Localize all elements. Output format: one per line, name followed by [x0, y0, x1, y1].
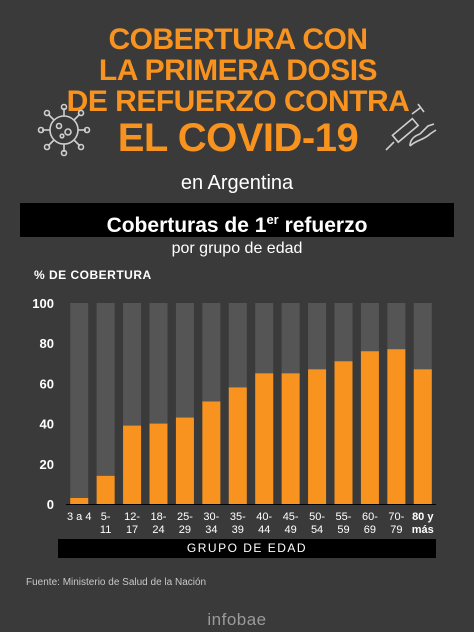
brand-logo: infobae	[207, 610, 267, 629]
x-tick-label: 60-	[362, 511, 378, 523]
bar	[308, 369, 327, 504]
y-tick-label: 0	[47, 497, 54, 512]
y-tick-label: 80	[40, 336, 54, 351]
bar	[70, 497, 89, 504]
x-tick-label: 11	[100, 524, 111, 536]
x-tick-label: más	[412, 524, 434, 536]
bar	[149, 423, 168, 504]
subtitle: en Argentina	[180, 172, 294, 194]
source-note: Fuente: Ministerio de Salud de la Nación	[26, 577, 207, 588]
y-axis-label: % DE COBERTURA	[34, 268, 152, 282]
x-tick-label: 35-	[230, 511, 246, 523]
byage-label: por grupo de edad	[171, 240, 303, 257]
bar	[334, 361, 353, 504]
x-tick-label: 12-	[124, 511, 140, 523]
title-line-1: COBERTURA CON	[108, 23, 368, 56]
x-tick-label: 25-	[177, 511, 193, 523]
bar	[413, 369, 432, 504]
x-tick-label: 69	[364, 524, 376, 536]
virus-icon	[37, 103, 91, 157]
x-axis-label: GRUPO DE EDAD	[58, 539, 436, 558]
x-tick-label: 49	[285, 524, 297, 536]
x-tick-label: 45-	[283, 511, 299, 523]
x-tick-label: 29	[179, 524, 191, 536]
x-tick-label: 18-	[151, 511, 167, 523]
x-tick-label: 79	[390, 524, 402, 536]
x-tick-label: 34	[205, 524, 217, 536]
x-tick-label: 59	[337, 524, 349, 536]
title-line-4: EL COVID-19	[117, 116, 359, 160]
bar-track	[70, 303, 89, 504]
x-tick-label: 3 a 4	[67, 511, 91, 523]
bar-track	[96, 303, 115, 504]
banner-main: Coberturas de 1	[106, 214, 267, 237]
x-tick-label: 54	[311, 524, 323, 536]
x-tick-label: 30-	[203, 511, 219, 523]
banner-superscript: er	[266, 212, 279, 227]
x-tick-label: 80 y	[412, 511, 434, 523]
bar	[281, 373, 300, 504]
bar	[360, 351, 379, 504]
x-tick-label: 24	[152, 524, 164, 536]
y-tick-label: 60	[40, 376, 54, 391]
x-tick-label: 5-	[101, 511, 111, 523]
x-tick-label: 17	[126, 524, 138, 536]
chart-banner: Coberturas de 1er refuerzo	[20, 203, 454, 237]
bar	[228, 387, 247, 504]
bar	[387, 349, 406, 504]
x-tick-label: 39	[232, 524, 244, 536]
title-line-2: LA PRIMERA DOSIS	[98, 54, 378, 87]
bar	[123, 425, 142, 504]
y-tick-label: 20	[40, 457, 54, 472]
bar	[202, 401, 221, 504]
syringe-icon	[385, 103, 437, 151]
x-tick-label: 70-	[388, 511, 404, 523]
bar	[96, 475, 115, 504]
bar	[175, 417, 194, 504]
x-tick-label: 55-	[336, 511, 352, 523]
title-line-3: DE REFUERZO CONTRA	[66, 85, 410, 118]
banner-end: refuerzo	[278, 214, 368, 237]
y-tick-label: 40	[40, 417, 54, 432]
y-tick-label: 100	[32, 296, 54, 311]
chart-title: COBERTURA CON LA PRIMERA DOSIS DE REFUER…	[60, 24, 416, 159]
bar	[255, 373, 274, 504]
x-tick-label: 50-	[309, 511, 325, 523]
x-tick-label: 44	[258, 524, 270, 536]
x-tick-label: 40-	[256, 511, 272, 523]
